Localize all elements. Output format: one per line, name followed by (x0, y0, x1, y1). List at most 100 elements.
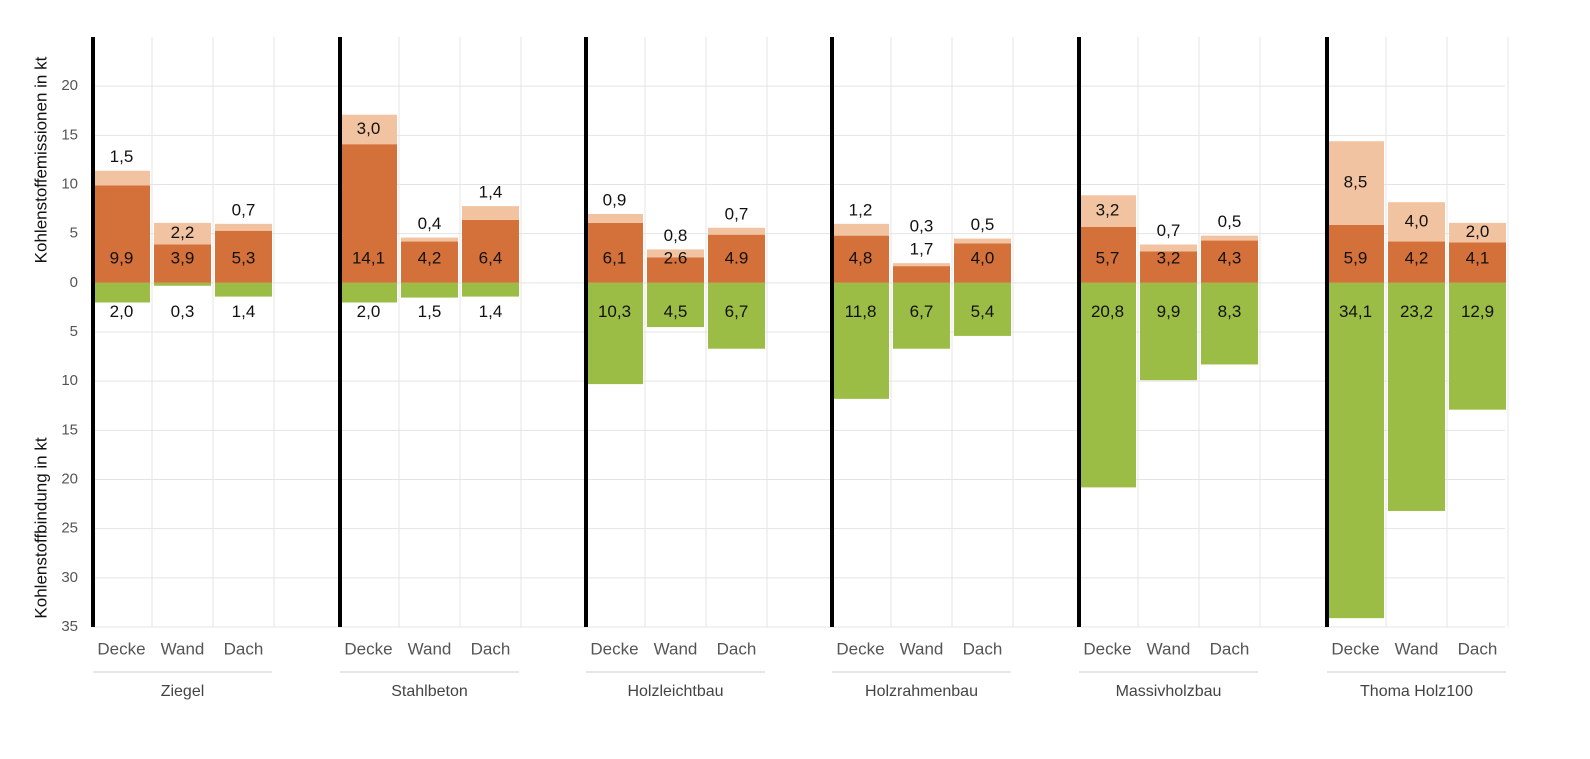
value-label: 2,2 (171, 223, 195, 242)
bar-segment (893, 266, 950, 283)
y-axis-title-bottom: Kohlenstoffbindung in kt (31, 437, 50, 618)
value-label: 4,5 (664, 302, 688, 321)
x-tick-label: Wand (1147, 639, 1191, 658)
bar-segment (586, 282, 643, 385)
bar-segment (215, 223, 272, 231)
x-tick-label: Dach (717, 639, 757, 658)
bar-segment (1201, 282, 1258, 365)
y-axis-title-top: Kohlenstoffemissionen in kt (31, 56, 50, 263)
bar-segment (954, 243, 1011, 283)
bar-segment (340, 114, 397, 145)
value-label: 0,7 (232, 200, 256, 219)
bar-segment (954, 282, 1011, 336)
value-label: 6,7 (725, 302, 749, 321)
x-tick-label: Dach (963, 639, 1003, 658)
value-label: 10,3 (598, 302, 631, 321)
bar-segment (647, 249, 704, 258)
bar-segment (647, 282, 704, 328)
x-tick-label: Decke (344, 639, 392, 658)
x-tick-label: Decke (97, 639, 145, 658)
bar-segment (93, 185, 150, 283)
value-label: 9,9 (1157, 302, 1181, 321)
value-label: 6,1 (603, 249, 627, 268)
value-label: 3,0 (357, 119, 381, 138)
bar-segment (215, 230, 272, 283)
value-label: 4,2 (1405, 249, 1429, 268)
value-label: 0,3 (910, 217, 934, 236)
value-label: 0,5 (1218, 212, 1242, 231)
bar-segment (401, 237, 458, 242)
bar-segment (1449, 242, 1506, 283)
bar-segment (1327, 141, 1384, 225)
y-tick-label: 5 (70, 323, 78, 340)
y-tick-label: 10 (61, 175, 78, 192)
bar-segment (1388, 241, 1445, 283)
group-label: Ziegel (161, 683, 205, 700)
x-tick-label: Dach (1210, 639, 1250, 658)
value-label: 1,4 (232, 302, 256, 321)
bar-segment (708, 227, 765, 235)
bar-segment (1327, 282, 1384, 619)
x-tick-label: Dach (471, 639, 511, 658)
value-label: 3,9 (171, 249, 195, 268)
bar-segment (893, 263, 950, 267)
value-label: 1,7 (910, 240, 934, 259)
bar-segment (154, 282, 211, 286)
x-tick-label: Decke (590, 639, 638, 658)
group-label: Massivholzbau (1116, 683, 1222, 700)
value-label: 0,4 (418, 214, 442, 233)
x-tick-label: Wand (654, 639, 698, 658)
bar-segment (93, 282, 150, 303)
bar-segment (1449, 222, 1506, 243)
value-label: 14,1 (352, 249, 385, 268)
value-label: 0,3 (171, 302, 195, 321)
y-tick-label: 20 (61, 77, 78, 94)
value-label: 1,2 (849, 200, 873, 219)
value-label: 4,8 (849, 249, 873, 268)
bar-segment (340, 144, 397, 283)
bar-segment (1140, 282, 1197, 381)
group-label: Holzrahmenbau (865, 683, 978, 700)
x-tick-label: Dach (1458, 639, 1498, 658)
x-tick-label: Wand (900, 639, 944, 658)
y-tick-label: 20 (61, 470, 78, 487)
value-label: 0,7 (1157, 221, 1181, 240)
bar-segment (401, 241, 458, 283)
bar-segment (832, 223, 889, 236)
value-label: 20,8 (1091, 302, 1124, 321)
bar-segment (1079, 195, 1136, 227)
bar-segment (832, 235, 889, 283)
value-label: 0,5 (971, 215, 995, 234)
value-label: 1,4 (479, 302, 503, 321)
bar-segment (954, 238, 1011, 244)
y-tick-label: 25 (61, 520, 78, 537)
value-label: 1,5 (110, 147, 134, 166)
bar-segment (586, 214, 643, 223)
value-label: 3,2 (1096, 201, 1120, 220)
bar-segment (893, 282, 950, 349)
value-label: 1,5 (418, 302, 442, 321)
y-tick-label: 30 (61, 569, 78, 586)
value-label: 5,7 (1096, 249, 1120, 268)
bar-segment (462, 282, 519, 297)
value-label: 5,4 (971, 302, 995, 321)
y-tick-label: 35 (61, 618, 78, 635)
bar-segment (1079, 226, 1136, 283)
value-label: 11,8 (845, 302, 877, 321)
bar-segment (1388, 282, 1445, 511)
bar-segment (340, 282, 397, 303)
value-label: 8,3 (1218, 302, 1242, 321)
y-tick-label: 15 (61, 126, 78, 143)
y-tick-label: 0 (70, 274, 78, 291)
value-label: 9,9 (110, 249, 134, 268)
value-label: 0,9 (603, 190, 627, 209)
bar-segment (93, 170, 150, 186)
bar-segment (708, 234, 765, 283)
bar-segment (586, 222, 643, 283)
bar-segment (154, 244, 211, 283)
value-label: 1,4 (479, 183, 503, 202)
group-label: Thoma Holz100 (1360, 683, 1473, 700)
x-tick-label: Decke (836, 639, 884, 658)
x-tick-label: Decke (1083, 639, 1131, 658)
value-label: 4,0 (971, 249, 995, 268)
